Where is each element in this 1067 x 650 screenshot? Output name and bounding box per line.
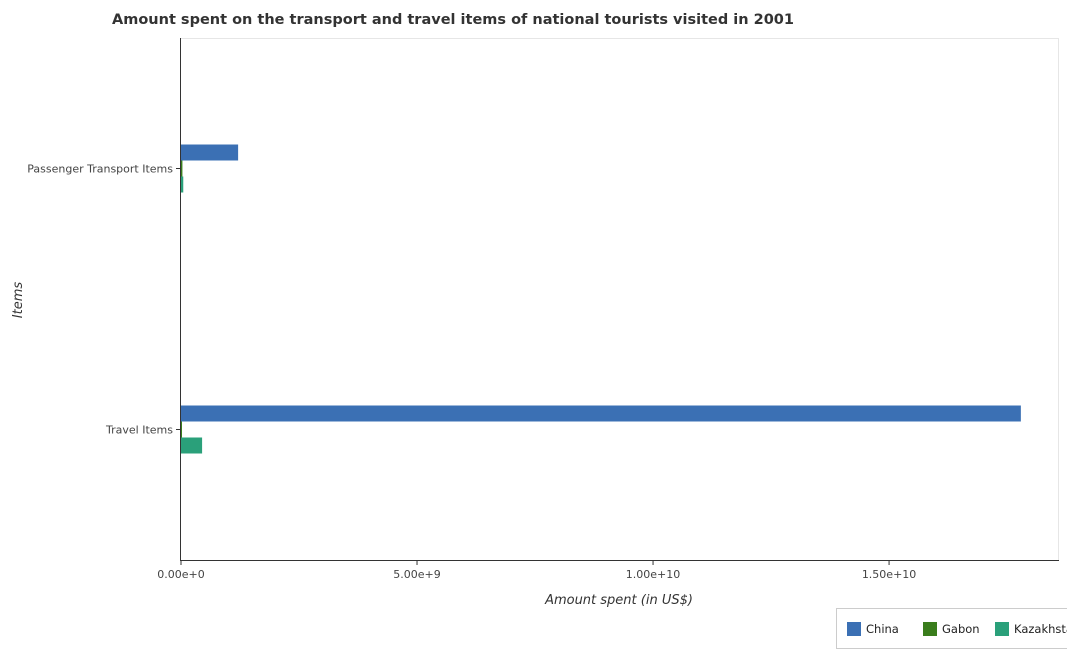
chart-title: Amount spent on the transport and travel…: [112, 12, 794, 28]
x-tick-label: 1.00e+10: [626, 568, 680, 581]
x-tick-label: 0.00e+0: [157, 568, 204, 581]
x-tick-label: 5.00e+9: [393, 568, 440, 581]
bar-gabon-1: [181, 421, 182, 438]
legend: China Gabon Kazakhstan: [836, 608, 1067, 649]
bar-china-0: [181, 144, 239, 161]
legend-label-china: China: [866, 622, 899, 636]
x-tick-label: 1.50e+10: [862, 568, 916, 581]
bar-china-1: [181, 405, 1021, 422]
legend-swatch-china: [847, 622, 861, 636]
bar-group: [181, 144, 1021, 454]
legend-swatch-gabon: [923, 622, 937, 636]
legend-label-gabon: Gabon: [942, 622, 980, 636]
y-tick-group: Passenger Transport Items Travel Items: [27, 163, 181, 437]
x-tick-group: 0.00e+0 5.00e+9 1.00e+10 1.50e+10: [157, 560, 916, 581]
x-axis-label: Amount spent (in US$): [544, 593, 693, 608]
bar-kazakhstan-1: [181, 437, 203, 454]
y-axis-label: Items: [11, 282, 26, 319]
legend-box: [836, 608, 1067, 649]
y-tick-label: Passenger Transport Items: [27, 163, 173, 176]
plot-area: [180, 38, 1059, 561]
legend-label-kazakhstan: Kazakhstan: [1014, 622, 1067, 636]
bar-kazakhstan-0: [181, 176, 184, 193]
legend-swatch-kazakhstan: [995, 622, 1009, 636]
y-tick-label: Travel Items: [105, 424, 173, 437]
bar-gabon-0: [181, 160, 183, 177]
